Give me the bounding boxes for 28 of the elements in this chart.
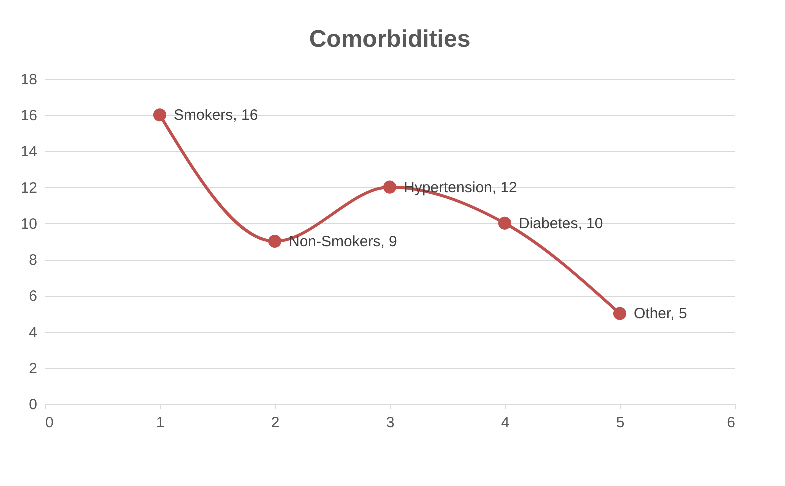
point [383, 180, 397, 194]
y-tick-label: 10 [20, 216, 38, 233]
y-tick-label: 6 [29, 288, 38, 306]
y-tick-label: 4 [29, 324, 38, 342]
data-label: Smokers, 16 [174, 107, 258, 124]
y-tick-label: 2 [29, 360, 38, 378]
data-label: Other, 5 [634, 306, 688, 323]
y-tick-label: 12 [20, 180, 38, 197]
point [153, 108, 167, 122]
y-tick-label: 16 [20, 108, 38, 125]
x-tick-label: 0 [46, 414, 54, 432]
data-label: Hypertension, 12 [404, 179, 518, 196]
x-tick-label: 5 [616, 414, 625, 432]
y-tick-label: 0 [29, 396, 38, 414]
y-tick-label: 14 [20, 144, 38, 161]
data-label: Non-Smokers, 9 [289, 234, 398, 250]
data-label: Diabetes, 10 [519, 215, 604, 232]
point [613, 307, 627, 320]
x-tick-label: 1 [156, 414, 165, 432]
point [268, 234, 282, 248]
chart-title: Comorbidities [309, 26, 471, 53]
point [498, 216, 512, 230]
x-tick-label: 6 [727, 414, 736, 432]
y-tick-label: 18 [20, 72, 38, 88]
x-tick-label: 3 [386, 414, 395, 432]
y-tick-label: 8 [29, 252, 38, 270]
x-tick-label: 4 [501, 414, 510, 432]
x-tick-label: 2 [271, 414, 280, 432]
